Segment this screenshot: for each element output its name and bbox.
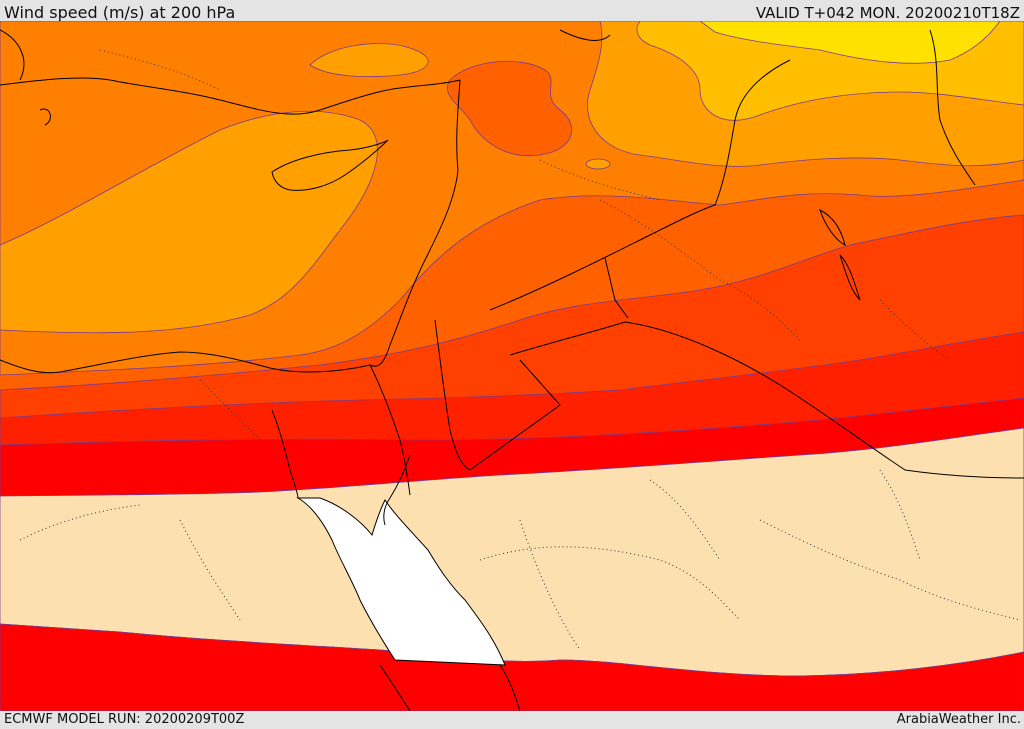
nile-border	[379, 664, 411, 711]
coastline-turkey	[0, 77, 461, 115]
border-jordan	[434, 319, 561, 471]
patch-orange-1	[309, 43, 429, 78]
credit-label: ArabiaWeather Inc.	[896, 712, 1021, 727]
border-sudan	[499, 664, 521, 711]
patch-orange-2	[585, 158, 611, 170]
gulf-of-aqaba	[383, 454, 411, 526]
patch-red-orange	[447, 60, 573, 157]
gulf-of-suez	[271, 409, 299, 499]
band-orange-west	[0, 110, 378, 334]
admin-boundaries	[19, 49, 1021, 651]
model-run-label: ECMWF MODEL RUN: 20200209T00Z	[4, 712, 245, 727]
border-iraq-syria	[489, 59, 791, 311]
footer-bar	[0, 711, 1024, 729]
persian-border-north	[929, 29, 976, 186]
header-bar	[0, 0, 1024, 21]
coastline-aegean	[0, 29, 51, 126]
map-title: Wind speed (m/s) at 200 hPa	[4, 3, 236, 22]
band-yellow	[699, 21, 1001, 64]
lake-urmia	[839, 254, 861, 301]
coastline-levant	[369, 79, 461, 367]
red-sea-mask	[296, 497, 506, 666]
valid-time: VALID T+042 MON. 20200210T18Z	[755, 4, 1020, 22]
border-saudi-jordan	[509, 321, 1024, 479]
coastline-egypt	[0, 351, 371, 374]
caspian-lake	[819, 209, 846, 246]
coastlines	[0, 29, 1024, 711]
border-sinai	[369, 364, 411, 496]
cyprus	[271, 139, 389, 191]
wind-speed-map	[0, 21, 1024, 711]
band-red-south	[0, 623, 1024, 711]
border-jordan-iraq	[604, 257, 629, 319]
black-sea-edge	[559, 29, 611, 41]
